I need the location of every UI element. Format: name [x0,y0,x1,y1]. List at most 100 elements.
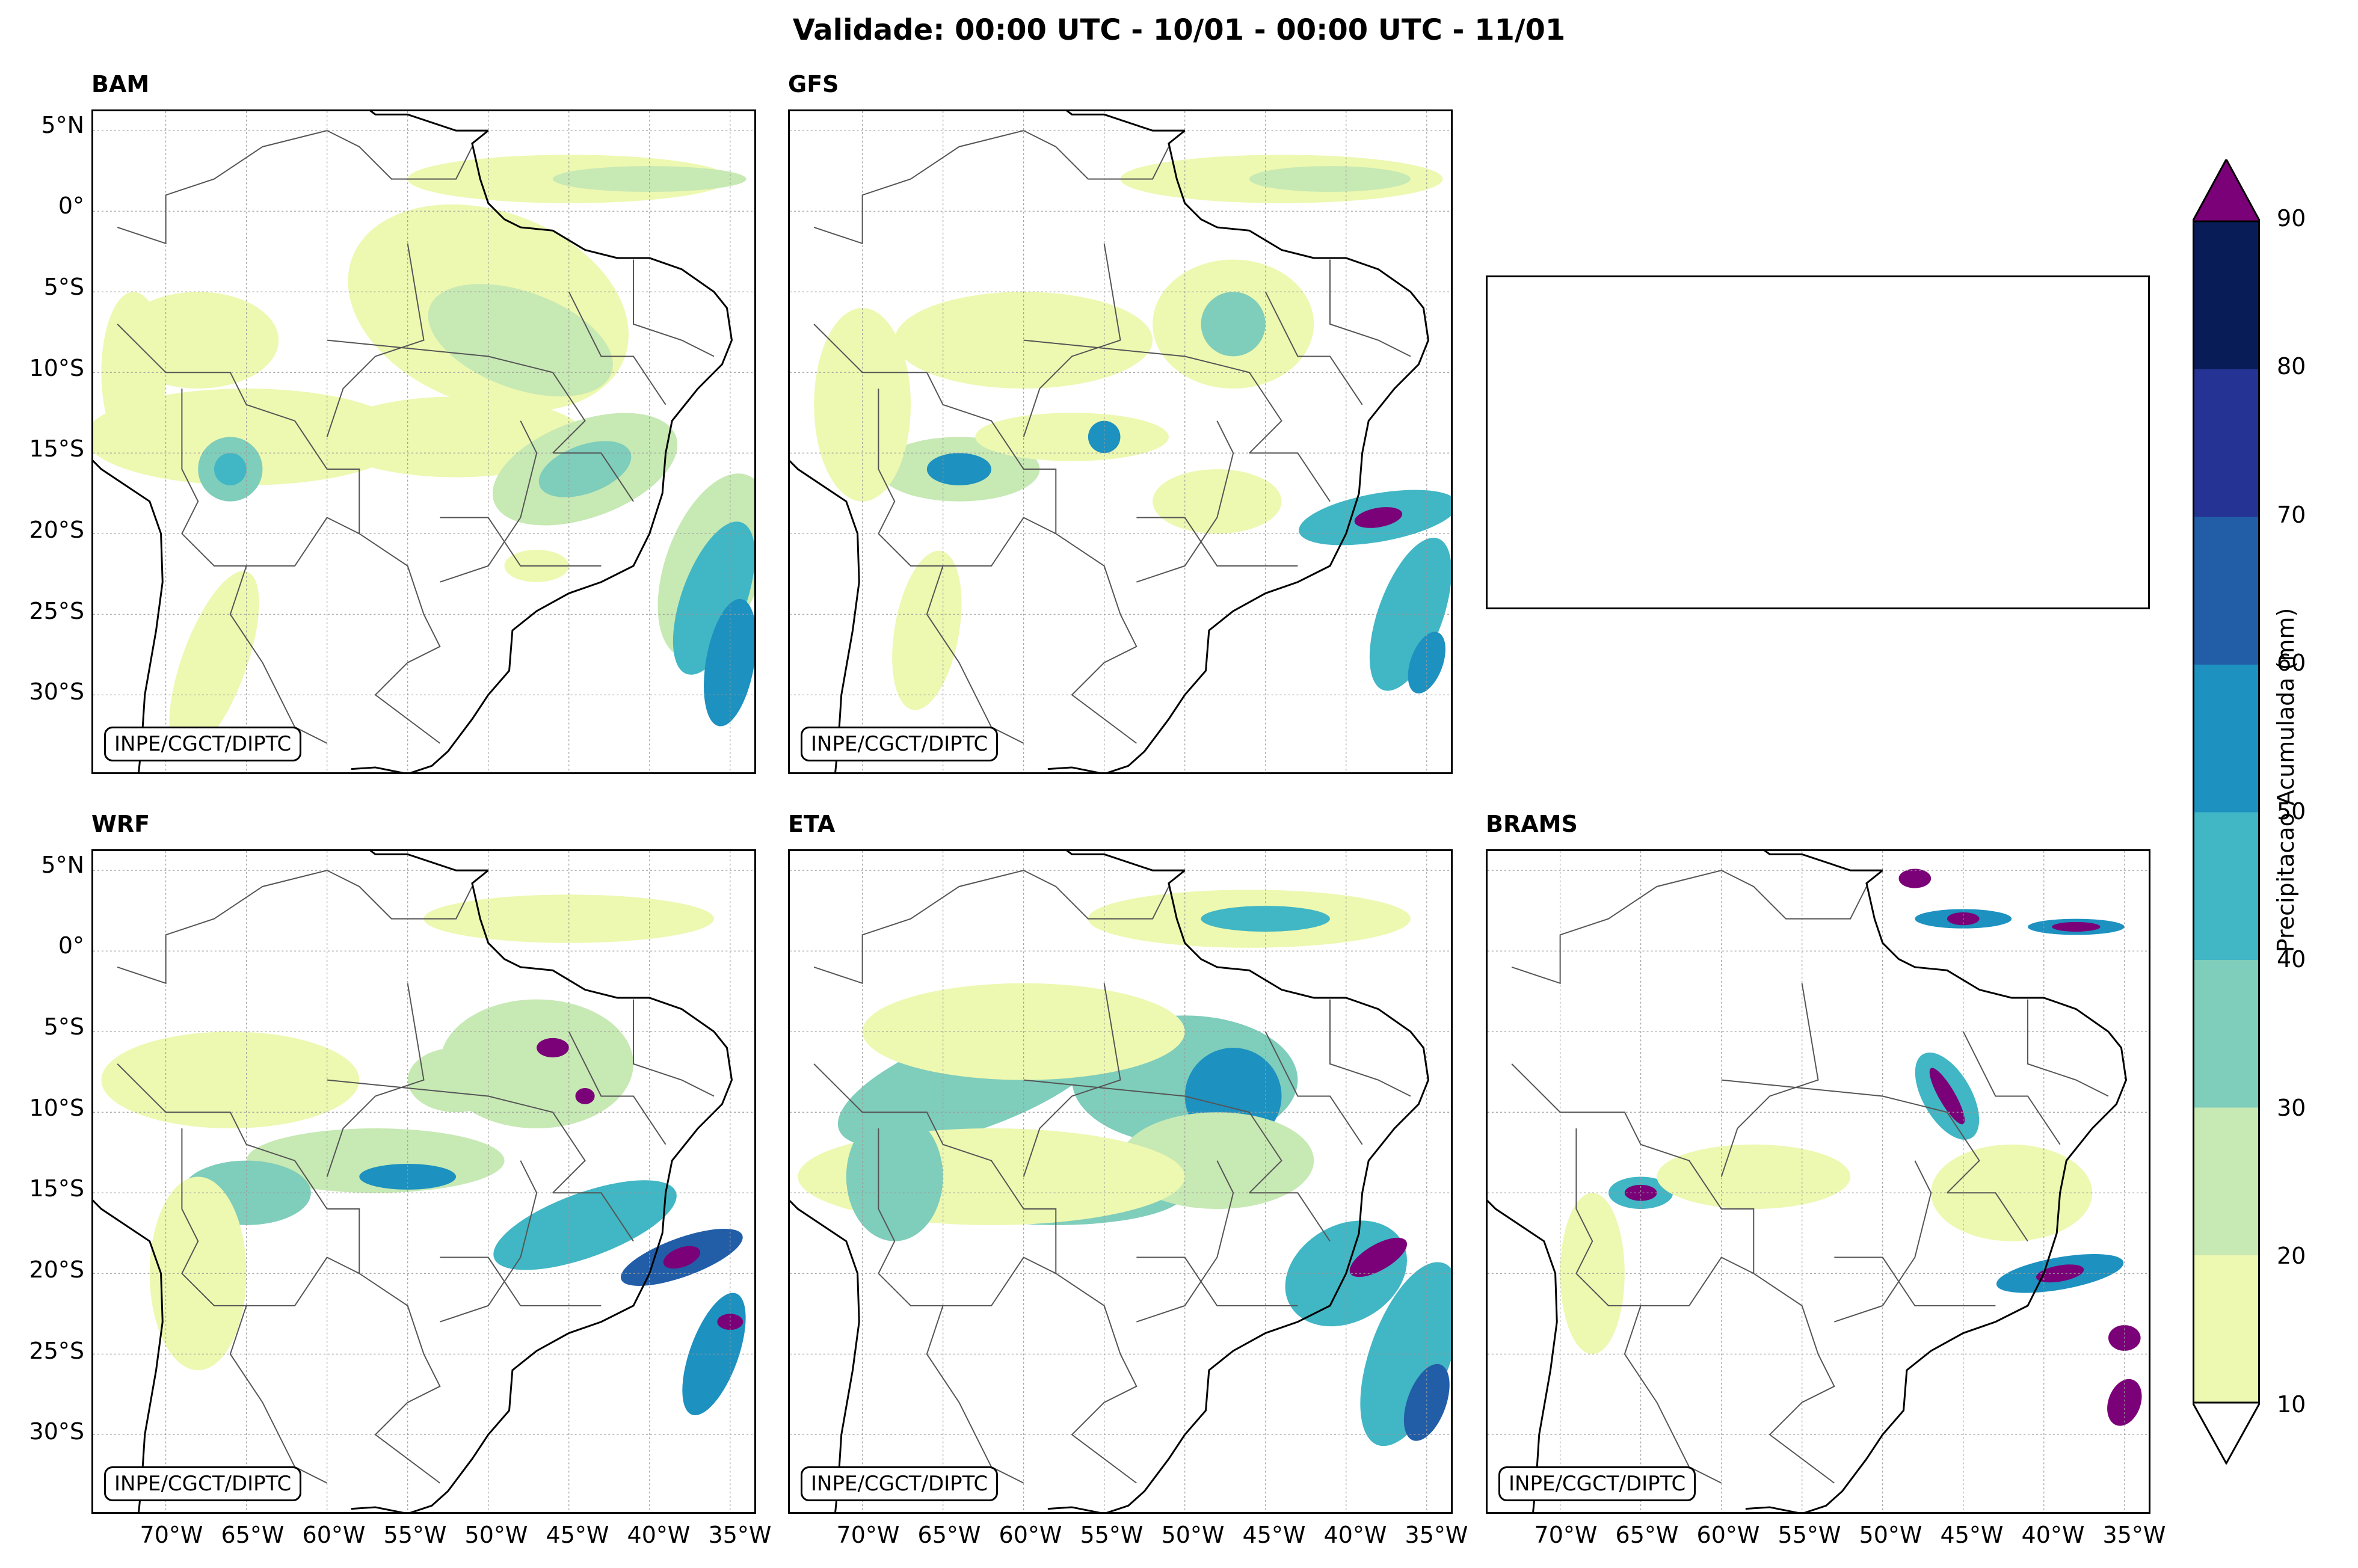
lon-label: 55°W [1778,1522,1841,1548]
precip-field [814,155,1451,710]
panel-title-eta: ETA [788,811,836,837]
borders [117,870,715,1484]
precip-area [101,1031,360,1129]
map-panel-gfs: INPE/CGCT/DIPTC [788,109,1453,774]
precip-area [704,598,754,727]
panel-title-wrf: WRF [91,811,150,837]
border-line [926,1305,1024,1484]
coastline-east [351,129,733,772]
coastline-west [790,460,860,772]
border-line [1947,1192,2028,1242]
border-line [181,389,360,567]
lon-label: 60°W [1696,1522,1760,1548]
precip-area [1088,420,1121,453]
precip-field [798,890,1451,1447]
border-line [926,565,1024,744]
colorbar-tick: 20 [2277,1243,2306,1269]
border-line [440,1160,538,1323]
precip-field [1560,869,2142,1426]
panel-title-bam: BAM [91,71,150,97]
coastline-north [1066,111,1185,132]
lon-label: 35°W [2102,1522,2166,1548]
lon-label: 35°W [1405,1522,1468,1548]
lat-label: 20°S [29,1256,84,1283]
map-drawing [93,111,754,772]
precip-area [926,453,992,485]
lon-label: 55°W [1080,1522,1144,1548]
precip-area [2107,1379,2142,1426]
lat-label: 15°S [29,435,84,462]
colorbar-segment [2193,369,2260,517]
map-drawing [790,851,1451,1512]
panel-title-brams: BRAMS [1486,811,1578,837]
precip-area [407,1048,505,1113]
precip-area [682,1293,746,1415]
map-panel-eta: INPE/CGCT/DIPTC [788,849,1453,1514]
panel-title-gfs: GFS [788,71,839,97]
colorbar-segment [2193,664,2260,813]
lon-label: 35°W [708,1522,772,1548]
border-line [1136,420,1234,583]
precip-area [1657,1144,1851,1210]
lat-label: 10°S [29,1095,84,1121]
colorbar-tick: 30 [2277,1095,2306,1121]
colorbar-tick: 10 [2277,1391,2306,1418]
border-line [117,1063,441,1484]
precip-area [1408,632,1445,693]
coastline-west [93,460,164,772]
lon-label: 65°W [1615,1522,1679,1548]
border-line [326,243,425,437]
precip-area [2036,1264,2084,1283]
graticule [790,111,1451,772]
precip-area [1403,1364,1450,1441]
colorbar-segment [2193,221,2260,369]
borders [813,870,1411,1484]
border-line [552,1192,634,1242]
border-line [1023,339,1282,454]
empty-panel [1486,275,2150,609]
border-line [1511,870,1867,985]
colorbar-tick: 60 [2277,650,2306,676]
border-line [1575,1128,1754,1306]
lat-label: 30°S [29,678,84,705]
lon-label: 45°W [546,1522,609,1548]
precip-area [1249,166,1411,192]
credit-badge: INPE/CGCT/DIPTC [801,727,999,761]
colorbar-tick: 40 [2277,946,2306,973]
colorbar-segment [2193,1107,2260,1255]
colorbar-over-arrow [2193,159,2260,223]
border-line [229,565,328,744]
lon-label: 45°W [1242,1522,1306,1548]
lon-label: 40°W [627,1522,691,1548]
credit-badge: INPE/CGCT/DIPTC [104,1466,302,1501]
border-line [1249,452,1331,502]
precip-field [93,155,754,754]
graticule [93,111,754,772]
coastline-north [369,111,488,132]
map-drawing [1488,851,2149,1512]
map-drawing [790,111,1451,772]
colorbar [2193,159,2260,1465]
coastline-west [1488,1199,1558,1512]
credit-badge: INPE/CGCT/DIPTC [104,727,302,761]
border-line [568,291,666,405]
coastline-west [93,1199,164,1512]
colorbar-segment [2193,517,2260,665]
borders [813,130,1411,744]
border-line [1834,1160,1932,1323]
coastline-east [1047,129,1430,772]
lat-label: 5°S [43,1013,84,1040]
precip-area [428,284,613,397]
precip-area [975,413,1169,461]
lat-label: 25°S [29,598,84,624]
map-panel-wrf: INPE/CGCT/DIPTC [91,849,756,1514]
coastline-east [1047,869,1430,1512]
coastline-north [1066,851,1185,872]
lon-label: 60°W [999,1522,1062,1548]
lat-label: 15°S [29,1175,84,1202]
lon-label: 40°W [1323,1522,1387,1548]
border-line [1023,1079,1282,1194]
border-line [813,870,1169,985]
border-line [633,259,715,357]
border-line [1329,999,1411,1097]
